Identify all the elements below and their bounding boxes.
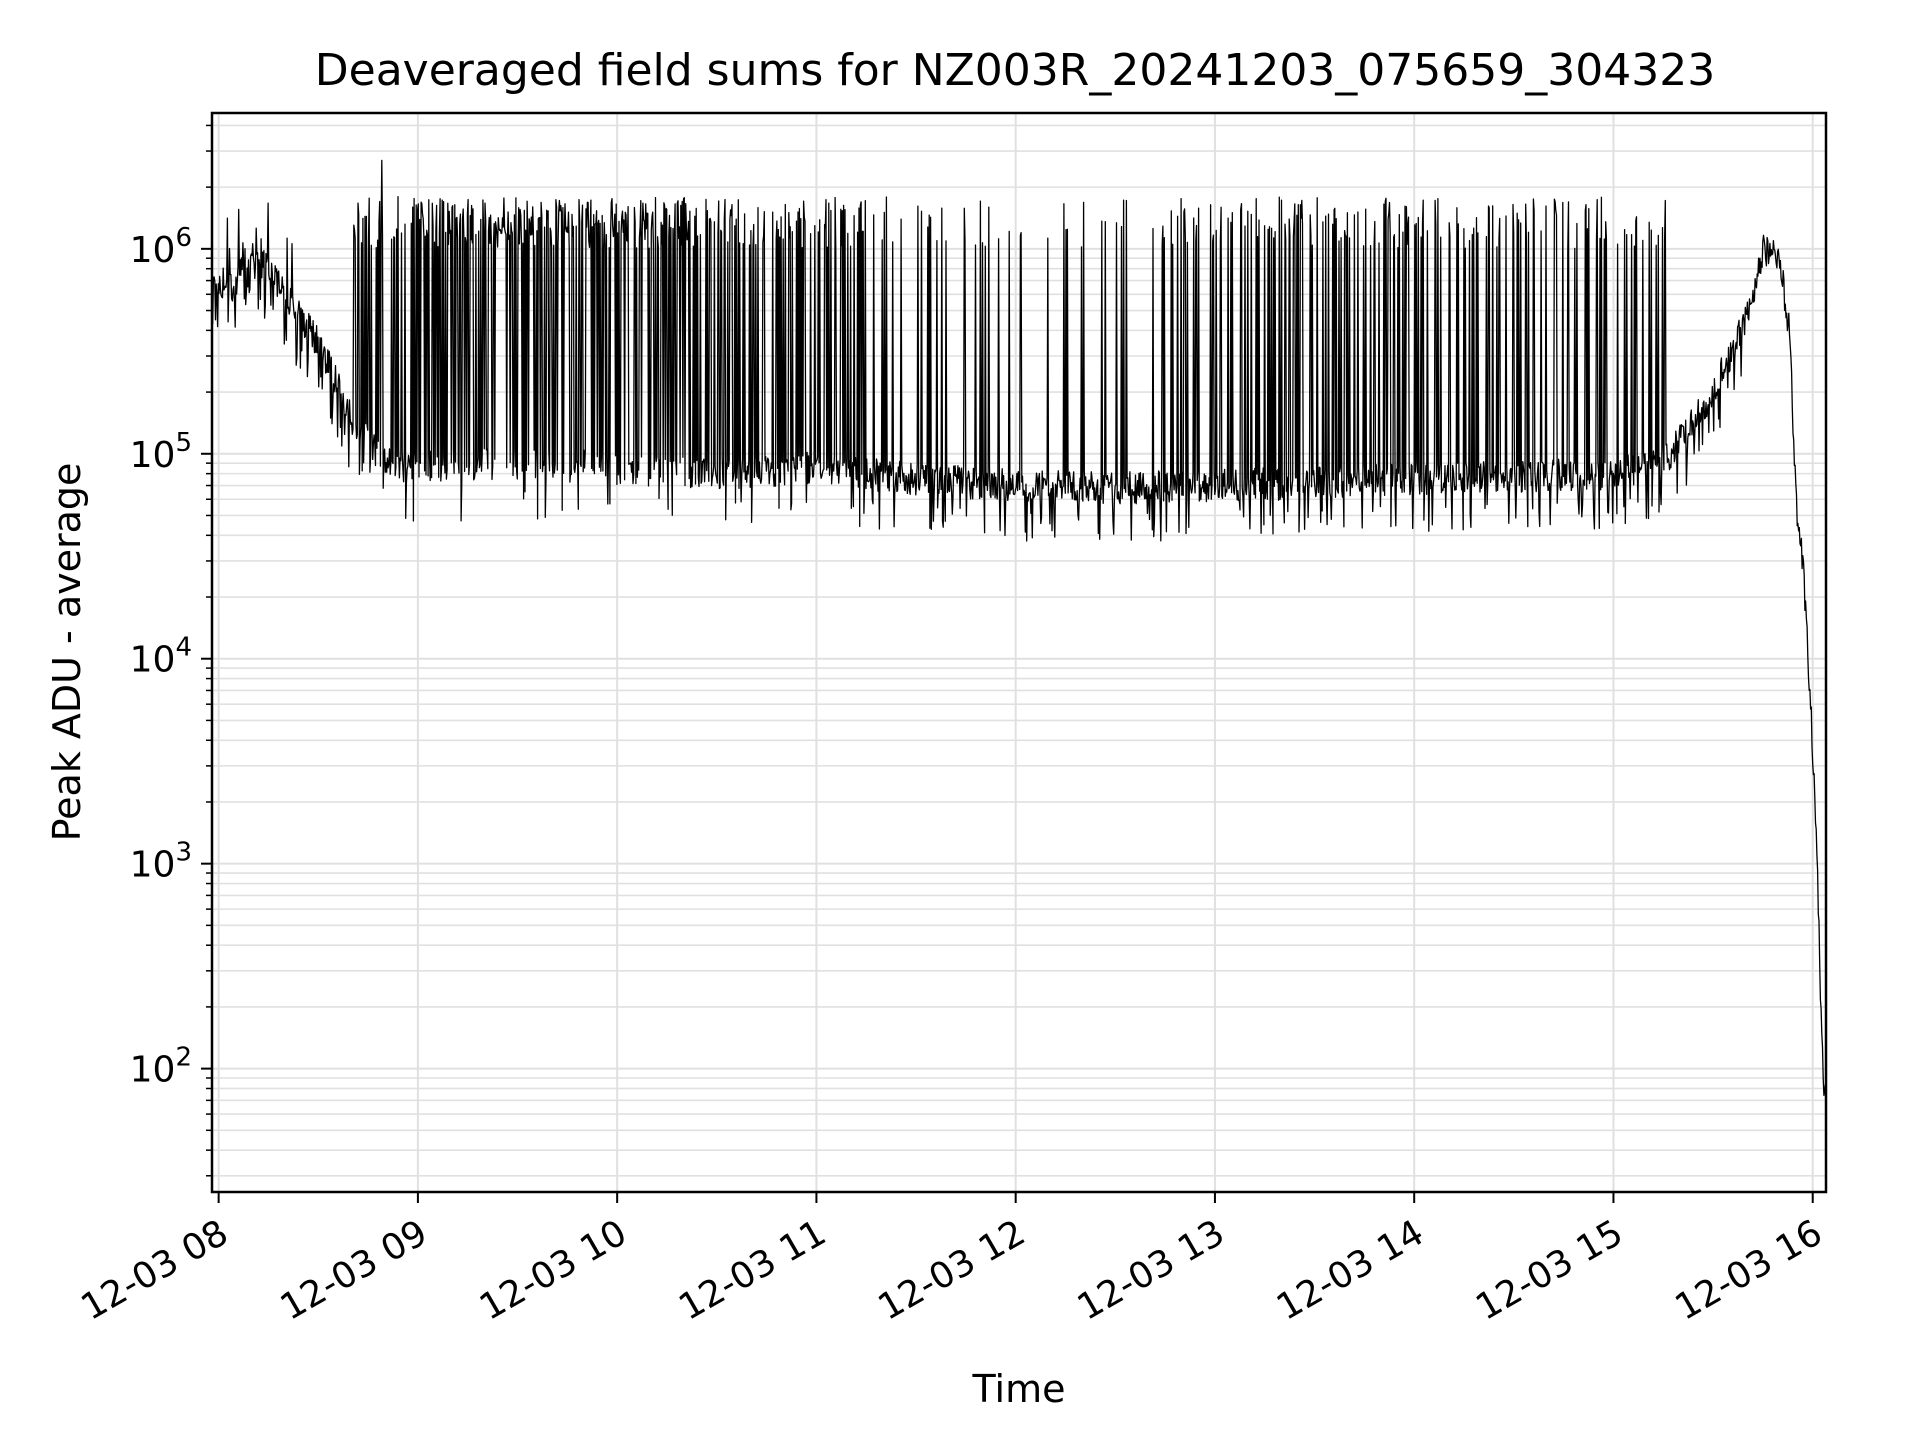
chart-title: Deaveraged field sums for NZ003R_2024120… xyxy=(315,45,1715,96)
y-tick-label: 105 xyxy=(130,428,192,476)
y-tick-label: 102 xyxy=(130,1043,192,1091)
y-tick-label: 104 xyxy=(130,633,192,681)
y-tick-label: 106 xyxy=(130,223,192,271)
y-axis-label: Peak ADU - average xyxy=(45,463,89,842)
y-tick-label: 103 xyxy=(130,838,192,886)
data-series-line xyxy=(211,159,1827,1112)
y-axis: 102 103 104 105 106 xyxy=(130,124,212,1177)
x-axis-label: Time xyxy=(972,1367,1066,1411)
plot-area xyxy=(211,159,1827,1112)
plot-frame xyxy=(210,111,1828,1194)
